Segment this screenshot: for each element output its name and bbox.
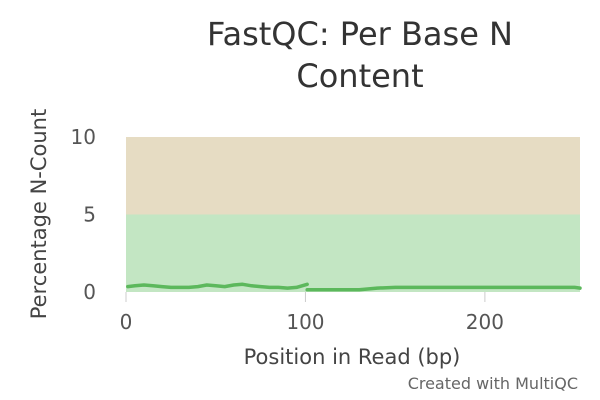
- x-tick-label: 0: [120, 310, 133, 334]
- series-group: [126, 282, 582, 292]
- plot-band-0: [126, 214, 580, 292]
- plot-bands: [126, 137, 580, 292]
- y-tick-label: 0: [83, 280, 96, 304]
- plot-band-1: [126, 137, 580, 215]
- chart-title-line-1: FastQC: Per Base N: [207, 15, 513, 53]
- series-line-1: [305, 285, 582, 292]
- credit-text: Created with MultiQC: [407, 374, 578, 393]
- y-tick-label: 10: [71, 125, 96, 149]
- x-axis-label: Position in Read (bp): [244, 345, 461, 369]
- y-axis: 0 5 10: [71, 125, 96, 304]
- chart-title-line-2: Content: [296, 57, 424, 95]
- x-tick-label: 100: [286, 310, 324, 334]
- y-axis-label: Percentage N-Count: [27, 109, 51, 319]
- y-tick-label: 5: [83, 203, 96, 227]
- x-tick-label: 200: [466, 310, 504, 334]
- series-line-0: [126, 282, 309, 290]
- x-axis: 0 100 200: [120, 292, 504, 334]
